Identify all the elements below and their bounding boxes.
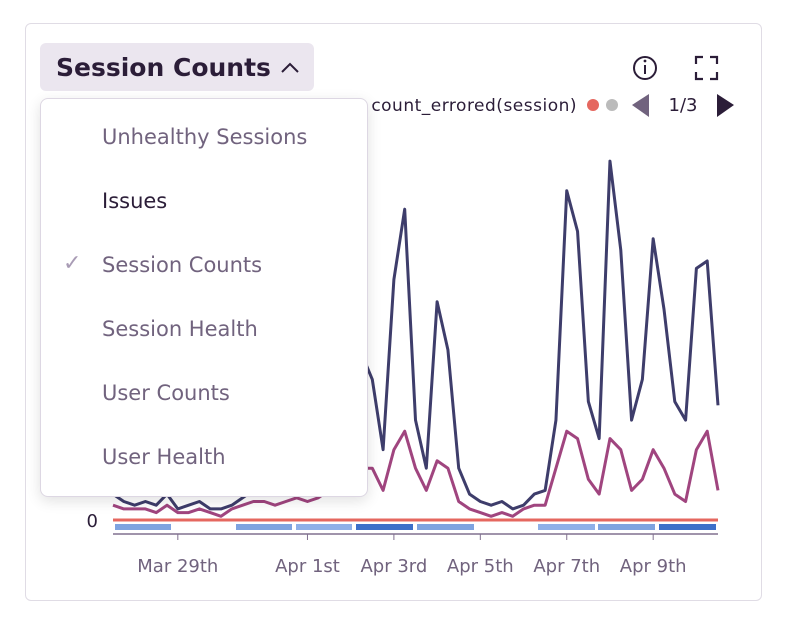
release-bar [236,524,292,530]
release-bar [538,524,595,530]
release-bar [115,524,171,530]
x-tick-label: Apr 3rd [360,556,427,577]
menu-item[interactable]: User Health [102,445,226,469]
x-tick-label: Apr 1st [275,556,340,577]
menu-item[interactable]: User Counts [102,381,230,405]
chart-selector[interactable]: Session Counts [40,43,314,91]
menu-item[interactable]: Session Health [102,317,258,341]
y-tick-label: 0 [87,511,98,532]
release-bar [417,524,474,530]
card [25,23,762,601]
menu-item[interactable]: Session Counts [102,253,263,277]
legend-marker [587,99,599,111]
release-bar [356,524,413,530]
caret [281,62,299,73]
fullscreen-icon[interactable] [694,55,719,81]
x-tick-label: Apr 5th [447,556,514,577]
check-mark: ✓ [63,251,82,276]
selector-title: Session Counts [56,53,271,82]
next-page[interactable] [717,94,734,117]
release-bar [598,524,655,530]
x-tick-label: Apr 7th [533,556,600,577]
release-bars [115,524,716,530]
page-indicator: 1/3 [669,95,698,116]
x-tick-label: Apr 9th [620,556,687,577]
legend-label: count_errored(session) [371,96,577,116]
release-bar [296,524,352,530]
series-line [112,159,720,511]
series-line [112,429,720,518]
info-icon-dot [643,59,647,63]
dropdown-menu: Unhealthy Sessions Issues Session Counts ✓ S… [40,98,368,497]
menu-item[interactable]: Unhealthy Sessions [102,125,308,149]
prev-page[interactable] [632,94,649,117]
legend-marker-cut [606,99,618,111]
x-tick-label: Mar 29th [137,556,218,577]
info-icon[interactable] [633,56,657,80]
release-bar [659,524,716,530]
menu-item[interactable]: Issues [102,189,168,213]
